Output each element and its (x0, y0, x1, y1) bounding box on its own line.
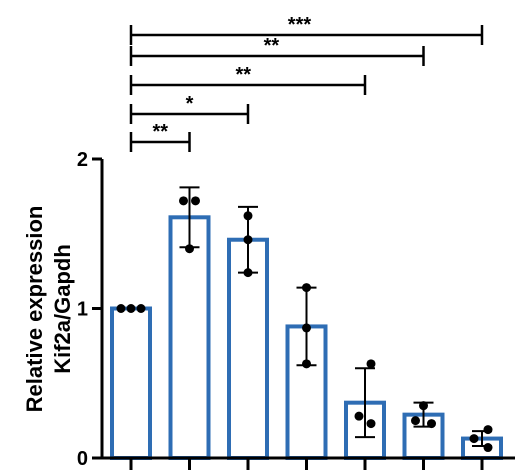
sig-label-2: * (186, 93, 194, 115)
y-tick-label-0: 0 (77, 448, 88, 470)
bar-2 (168, 215, 211, 460)
data-point-7-2 (469, 434, 479, 444)
significance-layer: ********** (129, 14, 484, 152)
y-axis-label: Relative expression Kif2a/Gapdh (22, 206, 75, 413)
error-bars-layer (179, 186, 492, 448)
data-point-4-1 (302, 283, 311, 293)
data-point-4-2 (302, 323, 311, 333)
data-point-3-1 (243, 211, 253, 221)
sig-label-4: ** (264, 35, 280, 57)
y-tick-label-2: 2 (77, 149, 88, 171)
sig-label-5: *** (288, 14, 312, 36)
data-point-6-2 (411, 416, 420, 426)
data-point-4-3 (302, 359, 311, 369)
axes-layer: 0 1 2 (77, 149, 515, 470)
data-point-2-2 (191, 196, 200, 206)
y-tick-label-1: 1 (77, 299, 88, 321)
data-point-7-1 (483, 425, 493, 435)
data-point-5-2 (354, 411, 364, 421)
data-point-6-1 (419, 401, 428, 411)
data-point-2-3 (185, 244, 194, 254)
sig-label-3: ** (236, 64, 252, 86)
bar-1 (110, 306, 152, 460)
y-axis-label-line-2: Kif2a/Gapdh (50, 244, 75, 374)
points-layer (116, 196, 493, 453)
data-point-7-3 (483, 443, 493, 453)
data-point-6-3 (427, 419, 436, 429)
data-point-3-2 (243, 235, 253, 245)
data-point-1-3 (136, 304, 146, 313)
data-point-5-3 (366, 419, 376, 429)
bar-4 (285, 324, 328, 460)
y-axis-label-line-1: Relative expression (22, 206, 47, 413)
data-point-5-1 (366, 359, 376, 369)
data-point-2-1 (179, 196, 188, 206)
data-point-1-1 (116, 304, 126, 313)
data-point-3-3 (243, 268, 253, 278)
sig-label-1: ** (152, 121, 168, 143)
data-point-1-2 (126, 304, 136, 313)
